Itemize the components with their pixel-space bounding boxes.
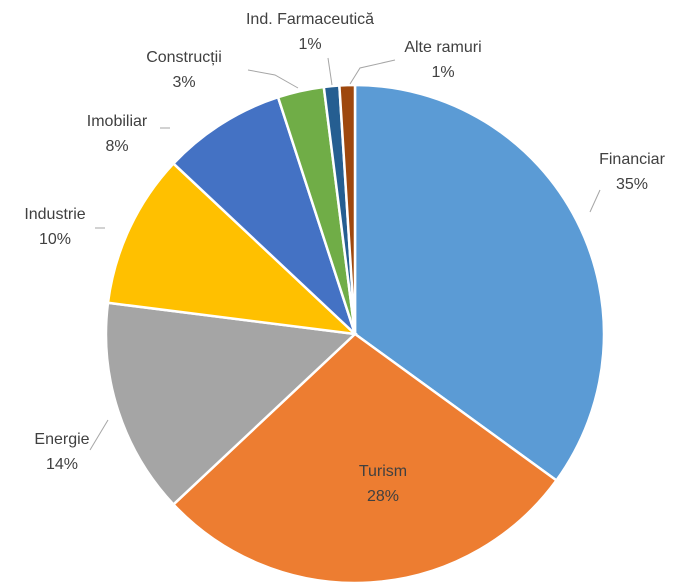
- slice-value-label: 3%: [172, 74, 195, 91]
- slice-label: Energie: [34, 431, 89, 448]
- leader-line: [589, 189, 601, 213]
- pie-slice: [171, 332, 559, 584]
- pie-slice: [104, 301, 358, 507]
- pie-slice: [338, 83, 357, 335]
- leader-line: [327, 57, 333, 86]
- slice-value-label: 28%: [367, 488, 399, 505]
- slice-label: Financiar: [599, 151, 665, 168]
- slice-label: Alte ramuri: [404, 39, 481, 56]
- slice-value-label: 14%: [46, 456, 78, 473]
- slice-label: Industrie: [24, 206, 85, 223]
- pie-slice: [106, 161, 359, 336]
- slice-value-label: 1%: [298, 36, 321, 53]
- pie-slice: [353, 83, 606, 483]
- slice-label: Construcții: [146, 49, 222, 66]
- slice-label: Ind. Farmaceutică: [246, 11, 374, 28]
- slice-value-label: 1%: [431, 64, 454, 81]
- leader-line: [247, 69, 299, 89]
- slice-label: Imobiliar: [87, 113, 148, 130]
- slice-value-label: 35%: [616, 176, 648, 193]
- slice-value-label: 10%: [39, 231, 71, 248]
- slice-value-label: 8%: [105, 138, 128, 155]
- pie-slice: [171, 95, 357, 335]
- leader-line: [349, 59, 396, 85]
- slice-label: Turism: [359, 463, 407, 480]
- leader-line: [89, 419, 109, 451]
